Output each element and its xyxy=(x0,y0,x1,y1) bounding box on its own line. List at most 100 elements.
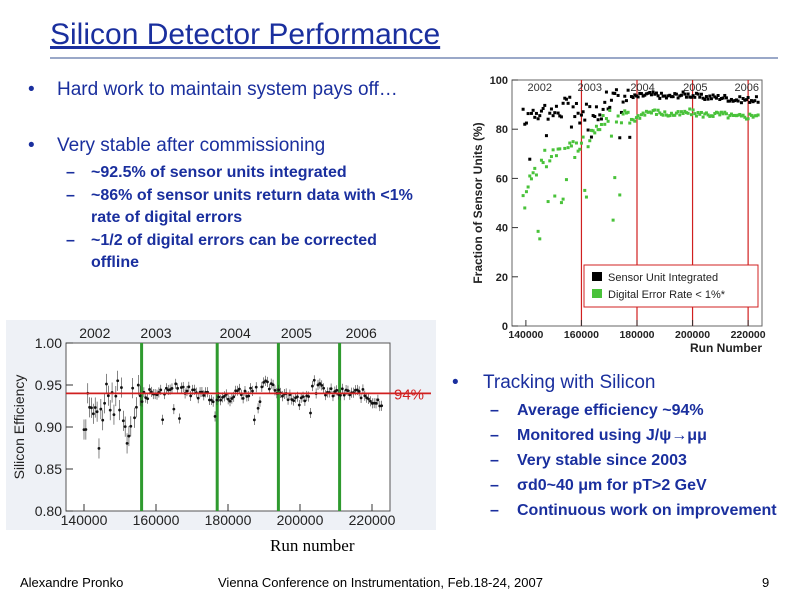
data-point xyxy=(658,96,662,100)
year-label: 2004 xyxy=(220,325,251,341)
data-point xyxy=(564,97,568,101)
data-point xyxy=(686,111,690,115)
data-point xyxy=(219,398,223,402)
data-point xyxy=(636,114,640,118)
data-point xyxy=(281,394,284,398)
data-point xyxy=(736,99,740,103)
data-point xyxy=(604,117,608,121)
sub-bullet-text: ~1/2 of digital errors can be corrected … xyxy=(91,232,377,271)
data-point xyxy=(633,119,637,123)
data-point xyxy=(714,96,718,100)
data-point xyxy=(84,428,88,431)
data-point xyxy=(359,396,363,400)
data-point xyxy=(303,399,307,403)
data-point xyxy=(624,111,628,115)
data-point xyxy=(286,398,290,402)
data-point xyxy=(669,111,673,115)
data-point xyxy=(641,94,645,98)
legend-swatch xyxy=(592,272,602,281)
data-point xyxy=(277,388,281,392)
data-point xyxy=(703,112,707,116)
data-point xyxy=(271,383,275,387)
data-point xyxy=(706,97,710,101)
data-point xyxy=(91,412,95,416)
data-point xyxy=(533,166,537,170)
data-point xyxy=(320,383,324,387)
data-point xyxy=(669,95,673,99)
data-point xyxy=(324,393,327,397)
data-point xyxy=(638,116,642,120)
data-point xyxy=(606,119,610,123)
footer-conference: Vienna Conference on Instrumentation, Fe… xyxy=(218,575,543,590)
data-point xyxy=(237,387,241,391)
data-point xyxy=(121,419,125,423)
data-point xyxy=(743,115,747,119)
data-point xyxy=(744,117,748,121)
year-label: 2006 xyxy=(346,325,377,341)
data-point xyxy=(674,92,678,96)
data-point xyxy=(644,109,648,113)
data-point xyxy=(546,117,550,121)
x-tick-label: 160000 xyxy=(133,512,180,528)
data-point xyxy=(718,113,722,117)
data-point xyxy=(554,154,558,158)
legend: Sensor Unit Integrated Digital Error Rate… xyxy=(583,264,759,308)
data-point xyxy=(603,122,607,126)
y-axis-label: Fraction of Sensor Units (%) xyxy=(471,122,485,283)
data-point xyxy=(230,397,234,400)
data-point xyxy=(544,165,548,169)
data-point xyxy=(716,111,720,115)
data-point xyxy=(228,399,232,403)
data-point xyxy=(310,384,314,388)
data-point xyxy=(694,91,698,95)
data-point xyxy=(331,394,335,398)
data-point xyxy=(526,185,530,189)
data-point xyxy=(544,134,548,138)
data-point xyxy=(172,407,176,411)
bullet-mark: • xyxy=(452,372,459,393)
data-point xyxy=(631,96,635,100)
data-point xyxy=(534,173,538,177)
data-point xyxy=(247,394,251,398)
data-point xyxy=(638,91,642,95)
data-point xyxy=(223,394,226,398)
y-tick-label: 0.85 xyxy=(35,461,62,477)
data-point xyxy=(105,382,108,386)
data-point xyxy=(176,386,180,390)
data-point xyxy=(696,92,700,96)
sub-bullet-mark: – xyxy=(66,164,75,181)
data-point xyxy=(574,101,578,105)
data-point xyxy=(329,387,333,390)
data-point xyxy=(539,109,543,113)
data-point xyxy=(618,136,622,140)
data-point xyxy=(629,95,633,99)
data-point xyxy=(733,99,737,103)
data-point xyxy=(653,92,657,96)
data-point xyxy=(339,393,342,397)
data-point xyxy=(721,112,725,116)
y-tick-label: 80 xyxy=(496,124,508,136)
data-point xyxy=(127,434,131,438)
data-point xyxy=(566,101,570,105)
data-point xyxy=(551,114,555,118)
data-point xyxy=(724,112,728,116)
year-label: 2006 xyxy=(734,82,758,94)
data-point xyxy=(613,92,617,96)
data-point xyxy=(631,118,635,122)
data-point xyxy=(123,425,127,429)
data-point xyxy=(135,405,138,409)
sub-bullet-text: ~92.5% of sensor units integrated xyxy=(91,164,347,181)
data-point xyxy=(538,114,542,118)
data-point xyxy=(684,95,688,99)
tracking-item-text: Continuous work on improvement xyxy=(517,502,777,519)
data-point xyxy=(601,107,605,111)
data-point xyxy=(355,388,359,392)
data-point xyxy=(748,100,752,104)
data-point xyxy=(266,380,269,384)
data-point xyxy=(643,113,647,117)
data-point xyxy=(753,114,757,118)
data-point xyxy=(636,95,640,99)
data-point xyxy=(679,110,683,114)
data-point xyxy=(589,128,593,132)
data-point xyxy=(708,94,712,98)
